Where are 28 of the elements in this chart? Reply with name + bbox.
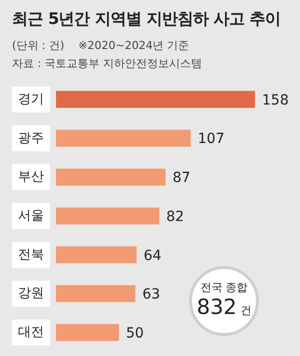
circle-badge: 전국 종합 832 건 [189,266,259,336]
bar [56,324,119,342]
data-label: 158 [262,92,289,108]
data-label: 50 [126,325,144,342]
y-tick-label: 광주 [18,130,44,146]
chart-title: 최근 5년간 지역별 지반침하 사고 추이 [12,9,280,30]
y-tick-label: 부산 [18,170,44,185]
bar [56,90,255,108]
bar [56,130,191,147]
y-tick-label: 대전 [18,325,44,340]
data-label: 82 [166,208,184,225]
data-label: 64 [144,248,162,264]
data-label: 63 [142,286,160,303]
chart-subtitle: (단위 : 건) [12,39,64,52]
annotation: 전국 종합 [200,280,248,294]
y-tick-label: 서울 [18,208,44,224]
y-tick-label: 경기 [18,92,44,107]
text: ※2020~2024년 기준 [78,39,190,52]
bar [56,285,136,302]
annotation: 832 건 [196,294,252,318]
data-label: 107 [198,131,224,148]
bar [56,246,137,264]
y-tick-label: 강원 [18,286,44,302]
bar [56,168,166,186]
bar [56,207,160,224]
data-label: 87 [172,170,190,186]
y-tick-label: 전북 [18,247,44,262]
text: 자료 : 국토교통부 지하안전정보시스템 [12,56,202,71]
